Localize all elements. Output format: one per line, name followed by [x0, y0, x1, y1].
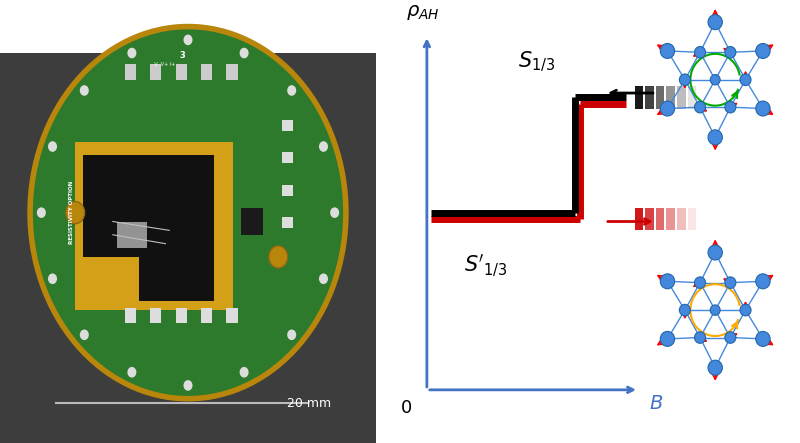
- Text: $0$: $0$: [400, 399, 412, 416]
- Bar: [226, 308, 238, 323]
- Bar: [117, 222, 146, 248]
- Circle shape: [48, 273, 57, 284]
- Circle shape: [183, 380, 193, 391]
- Text: $B$: $B$: [649, 394, 663, 413]
- Bar: [282, 185, 294, 196]
- Text: $\rho_{AH}$: $\rho_{AH}$: [406, 3, 439, 22]
- Circle shape: [660, 101, 674, 116]
- Bar: [175, 308, 187, 323]
- Text: - V- V+ I+: - V- V+ I+: [151, 62, 176, 67]
- Circle shape: [740, 304, 751, 316]
- Circle shape: [319, 273, 328, 284]
- Text: $S_{1/3}$: $S_{1/3}$: [518, 50, 556, 74]
- Circle shape: [66, 202, 85, 224]
- Circle shape: [694, 277, 706, 288]
- Bar: [666, 208, 675, 230]
- Circle shape: [756, 274, 770, 289]
- Circle shape: [37, 207, 46, 218]
- Circle shape: [708, 15, 722, 30]
- Circle shape: [240, 367, 249, 377]
- Circle shape: [183, 35, 193, 45]
- Bar: [175, 64, 187, 80]
- Circle shape: [319, 141, 328, 152]
- Circle shape: [80, 330, 89, 340]
- Circle shape: [660, 274, 674, 289]
- Text: 20 mm: 20 mm: [286, 396, 331, 410]
- Bar: [150, 64, 162, 80]
- Bar: [666, 86, 675, 109]
- Bar: [201, 64, 212, 80]
- Bar: [646, 208, 654, 230]
- Bar: [634, 86, 643, 109]
- Bar: [282, 152, 294, 163]
- Circle shape: [660, 43, 674, 58]
- Bar: [125, 64, 136, 80]
- Circle shape: [725, 101, 736, 113]
- Bar: [82, 257, 139, 301]
- Circle shape: [725, 332, 736, 343]
- Circle shape: [127, 367, 136, 377]
- Text: $S'_{1/3}$: $S'_{1/3}$: [464, 253, 508, 279]
- Bar: [656, 86, 664, 109]
- Bar: [282, 120, 294, 131]
- Bar: [634, 208, 643, 230]
- Bar: [282, 217, 294, 228]
- Bar: [677, 86, 686, 109]
- Circle shape: [48, 141, 57, 152]
- Circle shape: [710, 74, 720, 85]
- Circle shape: [708, 360, 722, 375]
- Text: RESISTIVITY OPTION: RESISTIVITY OPTION: [69, 181, 74, 244]
- Circle shape: [694, 332, 706, 343]
- Bar: [82, 155, 214, 301]
- Bar: [75, 142, 233, 310]
- Bar: [656, 208, 664, 230]
- Bar: [241, 208, 263, 235]
- Bar: [688, 86, 696, 109]
- Circle shape: [725, 277, 736, 288]
- Circle shape: [287, 85, 296, 96]
- Circle shape: [694, 47, 706, 58]
- Text: 3: 3: [179, 51, 186, 60]
- Circle shape: [756, 101, 770, 116]
- Circle shape: [679, 304, 690, 316]
- Circle shape: [679, 74, 690, 85]
- Bar: [150, 308, 162, 323]
- Circle shape: [287, 330, 296, 340]
- Circle shape: [80, 85, 89, 96]
- Circle shape: [269, 246, 288, 268]
- Bar: [677, 208, 686, 230]
- Circle shape: [725, 47, 736, 58]
- Bar: [688, 208, 696, 230]
- Bar: [226, 64, 238, 80]
- Bar: [201, 308, 212, 323]
- Circle shape: [708, 130, 722, 145]
- Circle shape: [660, 331, 674, 346]
- Circle shape: [694, 101, 706, 113]
- Circle shape: [330, 207, 339, 218]
- Circle shape: [756, 331, 770, 346]
- Bar: [646, 86, 654, 109]
- Circle shape: [30, 27, 346, 399]
- Circle shape: [740, 74, 751, 85]
- Circle shape: [127, 48, 136, 58]
- Bar: [0, 0, 376, 53]
- Circle shape: [710, 305, 720, 315]
- Bar: [125, 308, 136, 323]
- Circle shape: [756, 43, 770, 58]
- Circle shape: [240, 48, 249, 58]
- Bar: [237, 204, 267, 239]
- Circle shape: [708, 245, 722, 260]
